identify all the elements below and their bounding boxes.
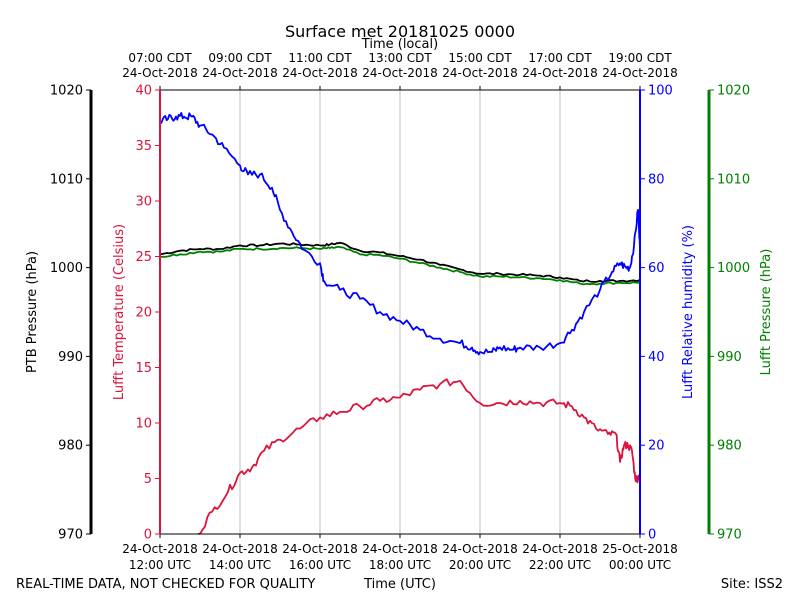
series-line-lufft-pressure	[159, 245, 640, 286]
x-tick-label-time: 18:00 UTC	[369, 558, 431, 572]
top-tick-label-time: 11:00 CDT	[288, 51, 352, 65]
lp-axis-label: Lufft Pressure (hPa)	[759, 249, 774, 376]
series-layer	[159, 112, 641, 535]
grid-lines	[239, 90, 561, 534]
temp-tick-label: 40	[135, 84, 152, 99]
lp-tick-label: 1010	[717, 172, 750, 187]
x-tick-label-time: 20:00 UTC	[449, 558, 511, 572]
lp-tick-label: 1000	[717, 261, 750, 276]
temp-tick-label: 10	[135, 417, 152, 432]
top-tick-label-time: 19:00 CDT	[608, 51, 672, 65]
x-axis-label: Time (UTC)	[363, 577, 436, 592]
x-tick-label-date: 24-Oct-2018	[122, 542, 198, 556]
temp-tick-label: 0	[144, 528, 152, 543]
top-tick-label-date: 24-Oct-2018	[202, 66, 278, 80]
ptb-tick-label: 1010	[50, 172, 83, 187]
temp-tick-label: 5	[144, 472, 152, 487]
top-tick-label-time: 17:00 CDT	[528, 51, 592, 65]
x-tick-label-time: 16:00 UTC	[289, 558, 351, 572]
rh-tick-label: 20	[648, 439, 665, 454]
chart-title: Surface met 20181025 0000	[285, 22, 515, 41]
temp-tick-label: 15	[135, 361, 152, 376]
rh-tick-label: 0	[648, 528, 656, 543]
temp-tick-label: 20	[135, 306, 152, 321]
rh-tick-label: 100	[648, 84, 673, 99]
temp-axis-label: Lufft Temperature (Celsius)	[112, 224, 127, 400]
rh-tick-label: 40	[648, 350, 665, 365]
series-line-lufft-temperature	[197, 378, 641, 535]
ptb-tick-label: 1020	[50, 84, 83, 99]
top-tick-label-time: 07:00 CDT	[128, 51, 192, 65]
x-tick-label-time: 00:00 UTC	[609, 558, 671, 572]
x-tick-label-time: 22:00 UTC	[529, 558, 591, 572]
x-tick-label-time: 12:00 UTC	[129, 558, 191, 572]
site-label: Site: ISS2	[721, 577, 783, 592]
x-tick-label-date: 24-Oct-2018	[282, 542, 358, 556]
lp-tick-label: 980	[717, 439, 742, 454]
ptb-tick-label: 980	[58, 439, 83, 454]
quality-disclaimer: REAL-TIME DATA, NOT CHECKED FOR QUALITY	[16, 577, 315, 592]
rh-tick-label: 60	[648, 261, 665, 276]
rh-axis-label: Lufft Relative humidity (%)	[681, 225, 696, 399]
top-tick-label-date: 24-Oct-2018	[122, 66, 198, 80]
top-tick-label-date: 24-Oct-2018	[602, 66, 678, 80]
top-tick-label-time: 15:00 CDT	[448, 51, 512, 65]
temp-tick-label: 25	[135, 250, 152, 265]
top-tick-label-date: 24-Oct-2018	[442, 66, 518, 80]
temp-tick-label: 35	[135, 139, 152, 154]
ptb-tick-label: 990	[58, 350, 83, 365]
series-line-ptb-pressure	[159, 241, 641, 283]
x-tick-label-date: 24-Oct-2018	[362, 542, 438, 556]
x-tick-label-date: 24-Oct-2018	[522, 542, 598, 556]
top-tick-label-time: 13:00 CDT	[368, 51, 432, 65]
ptb-tick-label: 1000	[50, 261, 83, 276]
x-tick-label-date: 24-Oct-2018	[442, 542, 518, 556]
ptb-tick-label: 970	[58, 528, 83, 543]
lp-tick-label: 990	[717, 350, 742, 365]
x-tick-label-date: 25-Oct-2018	[602, 542, 678, 556]
top-tick-label-date: 24-Oct-2018	[362, 66, 438, 80]
lp-tick-label: 970	[717, 528, 742, 543]
top-tick-label-date: 24-Oct-2018	[522, 66, 598, 80]
top-tick-label-date: 24-Oct-2018	[282, 66, 358, 80]
lp-tick-label: 1020	[717, 84, 750, 99]
x-tick-label-date: 24-Oct-2018	[202, 542, 278, 556]
x-tick-label-time: 14:00 UTC	[209, 558, 271, 572]
top-axis-label: Time (local)	[361, 37, 438, 52]
temp-tick-label: 30	[135, 195, 152, 210]
series-line-lufft-relative-humidity	[159, 112, 641, 356]
rh-tick-label: 80	[648, 172, 665, 187]
ptb-axis-label: PTB Pressure (hPa)	[25, 251, 40, 373]
top-tick-label-time: 09:00 CDT	[208, 51, 272, 65]
